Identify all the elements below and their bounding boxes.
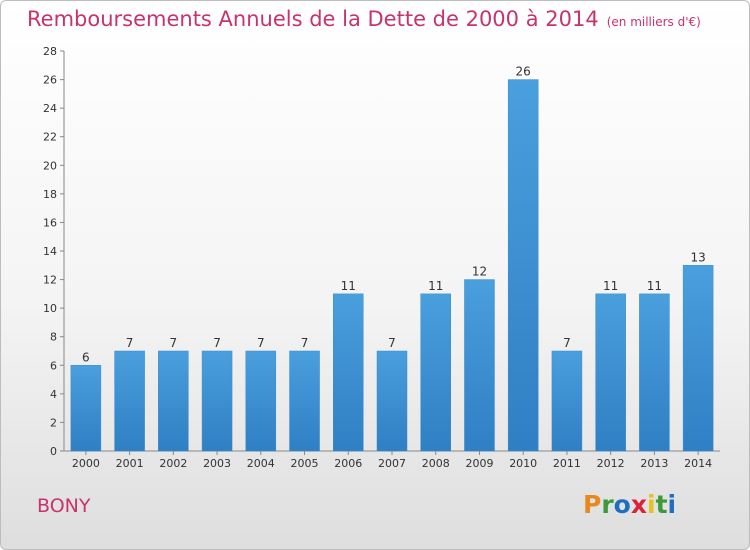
x-tick-label: 2001	[116, 457, 144, 470]
x-tick-label: 2010	[509, 457, 537, 470]
bar-value-label: 7	[301, 336, 309, 350]
y-tick-label: 4	[50, 388, 57, 401]
bar-value-label: 7	[126, 336, 134, 350]
bar	[114, 350, 145, 452]
x-tick-label: 2002	[159, 457, 187, 470]
x-tick-label: 2004	[247, 457, 275, 470]
y-tick-label: 8	[50, 331, 57, 344]
proxiti-logo: Proxiti	[583, 490, 676, 519]
bar-value-label: 7	[257, 336, 265, 350]
y-tick-label: 16	[43, 216, 57, 229]
bar	[464, 279, 495, 452]
bar	[333, 293, 364, 452]
bar-value-label: 13	[690, 250, 705, 264]
chart-title-block: Remboursements Annuels de la Dette de 20…	[27, 7, 701, 31]
y-tick-label: 20	[43, 159, 57, 172]
bar	[289, 350, 320, 452]
y-tick-label: 28	[43, 45, 57, 58]
bar-value-label: 7	[388, 336, 396, 350]
y-tick-label: 22	[43, 131, 57, 144]
bar	[201, 350, 233, 452]
bar-value-label: 6	[82, 350, 90, 364]
bar-value-label: 12	[472, 265, 487, 279]
y-tick-label: 18	[43, 188, 57, 201]
x-tick-label: 2005	[291, 457, 319, 470]
logo-letter: o	[613, 490, 631, 519]
bar-value-label: 7	[170, 336, 178, 350]
y-tick-label: 2	[50, 416, 57, 429]
x-tick-label: 2003	[203, 457, 231, 470]
bar	[420, 293, 451, 452]
x-tick-label: 2009	[465, 457, 493, 470]
bar-value-label: 11	[341, 279, 356, 293]
bar	[70, 365, 102, 452]
logo-letter: P	[583, 490, 602, 519]
x-tick-label: 2008	[422, 457, 450, 470]
bar-value-label: 26	[516, 65, 531, 79]
chart-title: Remboursements Annuels de la Dette de 20…	[27, 7, 599, 31]
logo-letter: t	[655, 490, 668, 519]
bar	[551, 350, 583, 452]
x-tick-label: 2012	[597, 457, 625, 470]
logo-letter: i	[647, 490, 656, 519]
x-tick-label: 2000	[72, 457, 100, 470]
bar	[376, 350, 408, 452]
bar	[507, 79, 539, 452]
bar-value-label: 7	[563, 336, 571, 350]
y-tick-label: 0	[50, 445, 57, 458]
chart-subtitle: (en milliers d'€)	[606, 15, 701, 29]
x-tick-label: 2014	[684, 457, 712, 470]
y-tick-label: 12	[43, 274, 57, 287]
logo-letter: i	[667, 490, 677, 519]
bar-value-label: 11	[647, 279, 662, 293]
y-tick-label: 14	[43, 245, 57, 258]
y-tick-label: 10	[43, 302, 57, 315]
bar	[158, 350, 189, 452]
y-tick-label: 6	[50, 359, 57, 372]
x-tick-label: 2013	[640, 457, 668, 470]
bar	[245, 350, 277, 452]
y-tick-label: 26	[43, 74, 57, 87]
bar	[639, 293, 670, 452]
x-tick-label: 2007	[378, 457, 406, 470]
bar	[595, 293, 626, 452]
logo-letter: x	[630, 490, 647, 519]
bar-value-label: 11	[603, 279, 618, 293]
logo-letter: r	[601, 490, 614, 519]
x-tick-label: 2011	[553, 457, 581, 470]
bar-value-label: 11	[428, 279, 443, 293]
bar	[682, 265, 714, 452]
y-tick-label: 24	[43, 102, 57, 115]
commune-name: BONY	[37, 495, 91, 517]
x-tick-label: 2006	[334, 457, 362, 470]
bar-value-label: 7	[213, 336, 221, 350]
